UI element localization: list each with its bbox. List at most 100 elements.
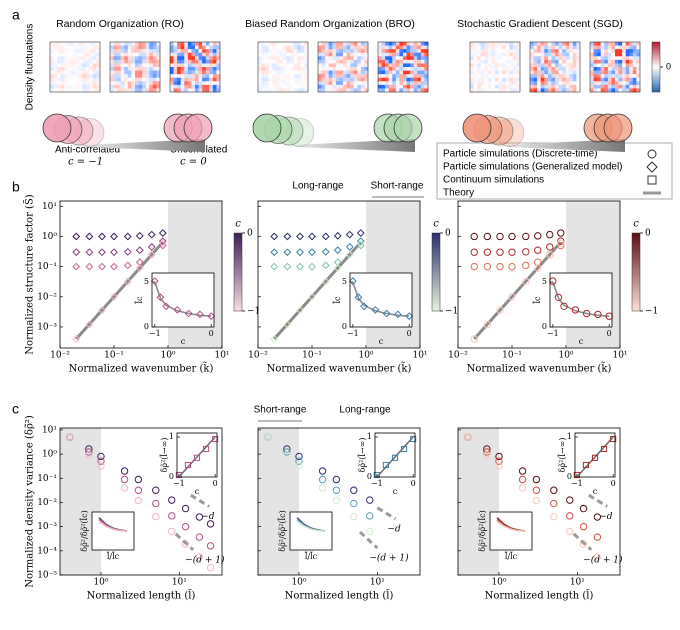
density-cell <box>473 56 478 61</box>
density-cell <box>360 70 365 75</box>
density-cell <box>604 56 609 61</box>
density-cell <box>569 74 574 79</box>
density-cell <box>477 49 482 54</box>
marker <box>470 248 478 256</box>
density-cell <box>170 49 174 54</box>
density-cell <box>304 56 309 61</box>
density-cell <box>89 67 94 71</box>
density-cell <box>388 63 393 68</box>
density-cell <box>187 56 192 61</box>
density-cell <box>89 63 94 68</box>
density-cell <box>82 49 87 54</box>
marker <box>557 239 565 247</box>
marker <box>120 475 129 484</box>
x-tick-label: 10¹ <box>612 351 627 361</box>
density-cell <box>353 59 358 64</box>
density-cell <box>138 42 143 46</box>
density-cell <box>544 52 549 57</box>
density-cell <box>470 67 474 71</box>
density-cell <box>117 81 122 86</box>
marker <box>152 486 160 494</box>
marker <box>534 246 542 254</box>
density-cell <box>209 67 214 71</box>
density-cell <box>170 63 174 68</box>
density-cell <box>600 42 605 46</box>
x-axis-label: l̃/l̃c <box>304 552 318 561</box>
density-cell <box>145 49 150 54</box>
density-cell <box>350 56 355 61</box>
density-cell <box>318 45 322 50</box>
density-cell <box>516 56 521 61</box>
density-cell <box>321 74 326 79</box>
density-cell <box>381 84 386 89</box>
density-cell <box>551 67 556 71</box>
density-cell <box>145 88 150 93</box>
density-cell <box>180 77 185 82</box>
density-cell <box>593 67 598 71</box>
density-cell <box>279 49 284 54</box>
density-cell <box>590 45 594 50</box>
shade <box>258 428 299 575</box>
density-cell <box>473 88 478 93</box>
density-cell <box>516 70 521 75</box>
density-cell <box>82 77 87 82</box>
density-cell <box>593 88 598 93</box>
x-axis-label: Normalized length (l̃) <box>285 589 394 601</box>
density-cell <box>202 81 207 86</box>
density-cell <box>509 59 514 64</box>
density-cell <box>202 59 207 64</box>
density-cell <box>191 74 196 79</box>
density-frame <box>377 41 429 93</box>
density-cell <box>113 45 118 50</box>
density-cell <box>417 63 422 68</box>
marker <box>308 262 316 271</box>
density-cell <box>625 56 630 61</box>
density-cell <box>516 74 521 79</box>
density-cell <box>325 45 330 50</box>
density-cell <box>410 67 415 71</box>
density-cell <box>82 84 87 89</box>
density-cell <box>53 52 58 57</box>
density-cell <box>622 59 627 64</box>
density-cell <box>290 59 295 64</box>
density-cell <box>216 88 221 93</box>
density-cell <box>636 77 641 82</box>
density-cell <box>180 74 185 79</box>
x-tick-label: 10⁰ <box>160 351 175 361</box>
density-cell <box>388 74 393 79</box>
density-cell <box>216 45 221 50</box>
density-cell <box>304 74 309 79</box>
density-cell <box>350 70 355 75</box>
density-cell <box>555 70 559 75</box>
density-cell <box>290 42 295 46</box>
density-cell <box>487 49 492 54</box>
density-cell <box>261 49 266 54</box>
density-cell <box>498 88 503 93</box>
density-cell <box>353 52 358 57</box>
density-cell <box>615 56 619 61</box>
density-cell <box>53 74 58 79</box>
marker <box>134 496 143 505</box>
density-cell <box>332 88 337 93</box>
density-cell <box>325 81 330 86</box>
density-cell <box>615 49 619 54</box>
density-cell <box>53 63 58 68</box>
marker <box>110 292 118 301</box>
x-tick-label: 10⁻² <box>248 351 268 361</box>
density-cell <box>92 59 97 64</box>
density-cell <box>565 70 570 75</box>
legend-entry: Continuum simulations <box>443 175 544 186</box>
density-cell <box>124 70 129 75</box>
density-cell <box>286 84 291 89</box>
density-cell <box>590 52 594 57</box>
density-cell <box>473 45 478 50</box>
density-cell <box>544 88 549 93</box>
x-axis-label: Normalized length (l̃) <box>87 589 196 601</box>
marker <box>147 230 156 239</box>
density-cell <box>480 84 485 89</box>
density-cell <box>413 70 418 75</box>
density-cell <box>67 42 72 46</box>
density-cell <box>318 67 322 71</box>
density-cell <box>127 77 132 82</box>
theory-dash <box>572 532 593 551</box>
